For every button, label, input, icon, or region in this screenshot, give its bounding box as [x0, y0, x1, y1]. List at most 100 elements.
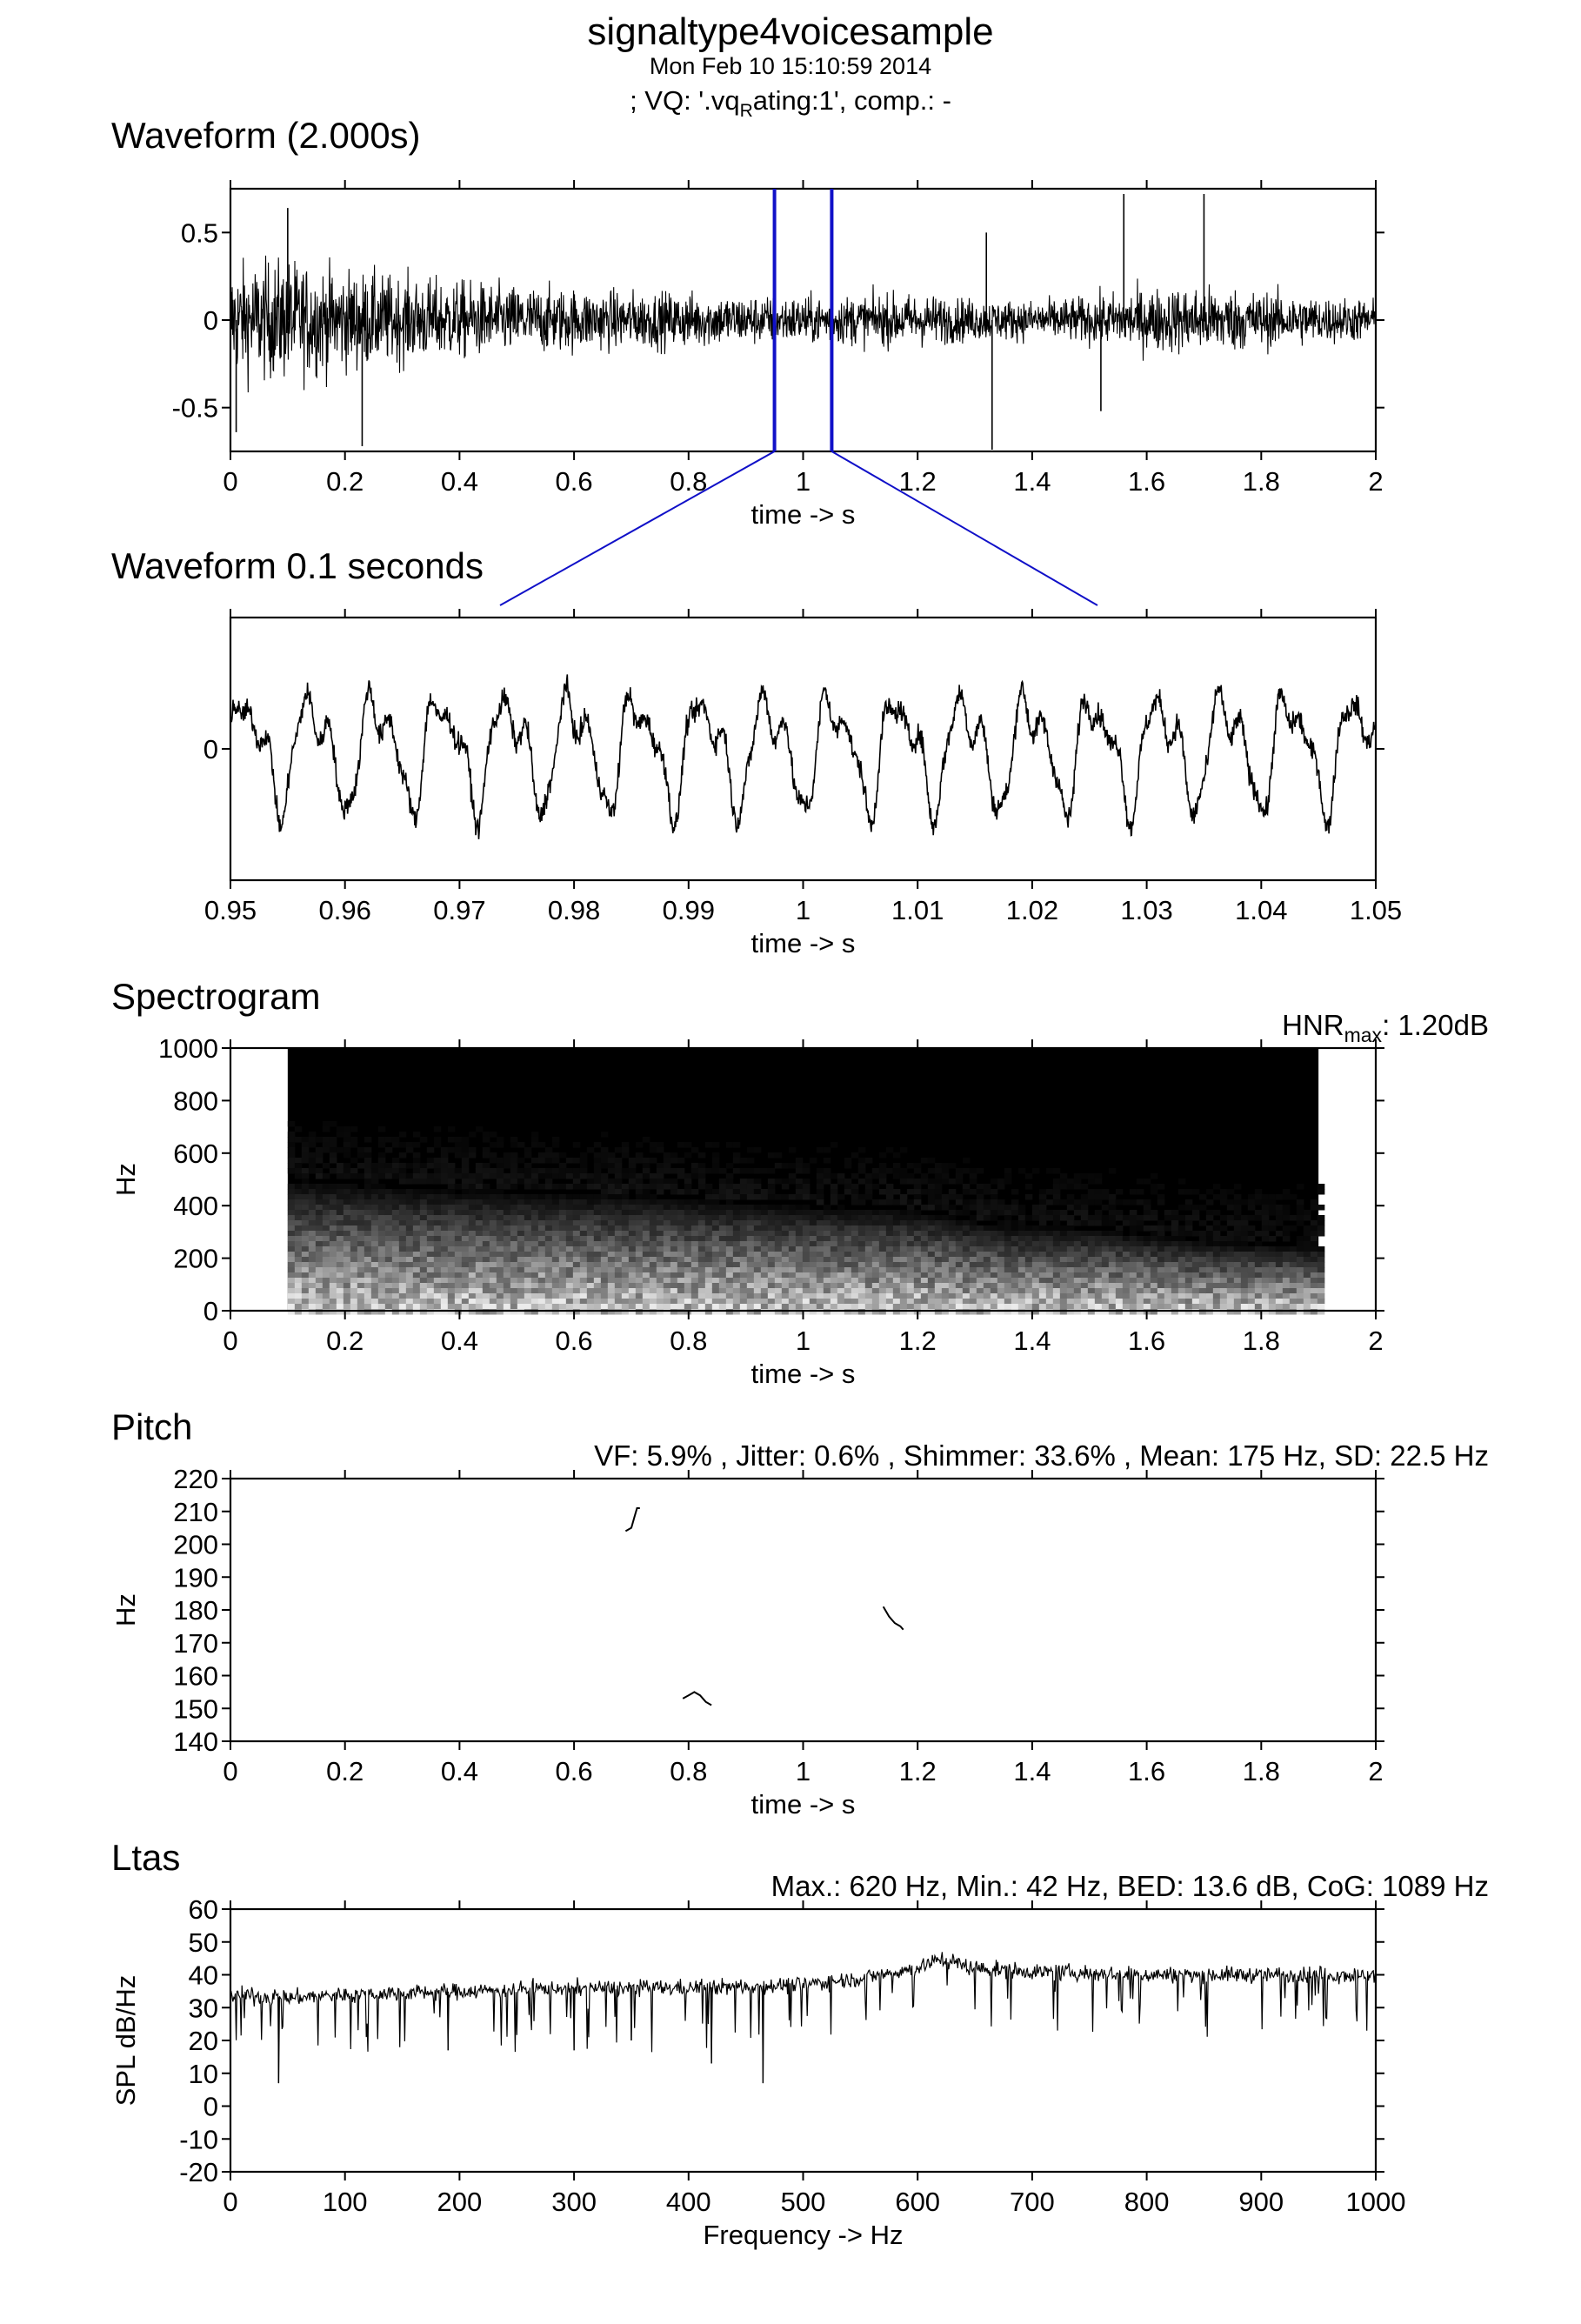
spectrogram-cell: [350, 1194, 358, 1200]
spectrogram-cell: [1108, 1246, 1117, 1252]
spectrogram-cell: [1268, 1283, 1277, 1289]
spectrogram-cell: [287, 1189, 296, 1195]
spectrogram-cell: [1303, 1210, 1311, 1216]
spectrogram-cell: [899, 1246, 908, 1252]
spectrogram-cell: [1157, 1288, 1165, 1294]
spectrogram-cell: [1282, 1272, 1291, 1279]
spectrogram-cell: [426, 1189, 435, 1195]
spectrogram-cell: [433, 1158, 442, 1164]
spectrogram-cell: [468, 1246, 477, 1252]
spectrogram-cell: [524, 1210, 532, 1216]
spectrogram-cell: [614, 1304, 623, 1310]
spectrogram-cell: [899, 1278, 908, 1284]
spectrogram-cell: [586, 1252, 595, 1258]
spectrogram-cell: [524, 1309, 532, 1315]
spectrogram-cell: [315, 1288, 324, 1294]
spectrogram-cell: [565, 1205, 574, 1211]
spectrogram-cell: [857, 1252, 866, 1258]
spectrogram-cell: [899, 1210, 908, 1216]
spectrogram-cell: [927, 1293, 936, 1299]
spectrogram-cell: [454, 1304, 463, 1310]
spectrogram-cell: [364, 1246, 372, 1252]
spectrogram-cell: [447, 1220, 456, 1226]
spectrogram-cell: [920, 1304, 929, 1310]
spectrogram-cell: [489, 1304, 497, 1310]
spectrogram-cell: [1038, 1189, 1047, 1195]
spectrogram-cell: [871, 1199, 880, 1205]
spectrogram-cell: [642, 1163, 650, 1169]
spectrogram-cell: [955, 1262, 964, 1268]
spectrogram-cell: [739, 1215, 748, 1221]
spectrogram-cell: [1052, 1262, 1061, 1268]
spectrogram-cell: [412, 1158, 421, 1164]
spectrogram-cell: [503, 1257, 511, 1263]
spectrogram-cell: [586, 1147, 595, 1153]
spectrogram-cell: [1122, 1199, 1131, 1205]
spectrogram-cell: [670, 1205, 678, 1211]
spectrogram-cell: [1191, 1309, 1200, 1315]
spectrogram-cell: [350, 1126, 358, 1132]
spectrogram-cell: [690, 1272, 699, 1279]
spectrogram-cell: [475, 1309, 484, 1315]
spectrogram-cell: [781, 1246, 790, 1252]
spectrogram-cell: [760, 1194, 769, 1200]
spectrogram-cell: [711, 1220, 720, 1226]
spectrogram-cell: [544, 1199, 553, 1205]
spectrogram-cell: [941, 1194, 950, 1200]
spectrogram-cell: [593, 1210, 602, 1216]
spectrogram-cell: [1317, 1225, 1325, 1232]
spectrogram-cell: [990, 1272, 998, 1279]
spectrogram-cell: [517, 1236, 525, 1242]
spectrogram-cell: [1289, 1246, 1297, 1252]
spectrogram-cell: [1136, 1179, 1144, 1185]
spectrogram-cell: [746, 1215, 755, 1221]
spectrogram-cell: [1254, 1262, 1263, 1268]
spectrogram-cell: [1108, 1288, 1117, 1294]
spectrogram-cell: [1212, 1304, 1221, 1310]
spectrogram-cell: [600, 1246, 609, 1252]
spectrogram-cell: [398, 1272, 407, 1279]
spectrogram-cell: [871, 1173, 880, 1179]
spectrogram-cell: [370, 1199, 379, 1205]
spectrogram-cell: [1184, 1288, 1193, 1294]
spectrogram-cell: [670, 1288, 678, 1294]
spectrogram-cell: [725, 1299, 734, 1305]
spectrogram-cell: [962, 1220, 971, 1226]
spectrogram-cell: [315, 1267, 324, 1273]
spectrogram-cell: [377, 1288, 386, 1294]
spectrogram-cell: [906, 1210, 915, 1216]
spectrogram-cell: [565, 1220, 574, 1226]
spectrogram-cell: [398, 1189, 407, 1195]
zoom-series-line: [230, 674, 1377, 839]
spectrogram-cell: [503, 1246, 511, 1252]
spectrogram-cell: [1171, 1220, 1179, 1226]
spectrogram-cell: [1157, 1262, 1165, 1268]
spectrogram-cell: [510, 1288, 518, 1294]
spectrogram-cell: [377, 1272, 386, 1279]
spectrogram-cell: [475, 1184, 484, 1190]
spectrogram-cell: [1136, 1267, 1144, 1273]
spectrogram-cell: [690, 1293, 699, 1299]
spectrogram-cell: [628, 1272, 637, 1279]
spectrogram-cell: [1184, 1252, 1193, 1258]
spectrogram-cell: [593, 1299, 602, 1305]
spectrogram-cell: [1031, 1236, 1040, 1242]
spectrogram-cell: [419, 1304, 428, 1310]
spectrogram-cell: [656, 1142, 664, 1148]
zoom-connector-lines: [499, 451, 1098, 606]
spectrogram-cell: [391, 1252, 400, 1258]
spectrogram-cell: [774, 1299, 783, 1305]
spectrogram-cell: [1191, 1288, 1200, 1294]
spectrogram-cell: [823, 1299, 831, 1305]
spectrogram-cell: [941, 1252, 950, 1258]
spectrogram-cell: [391, 1210, 400, 1216]
spectrogram-cell: [878, 1152, 887, 1159]
spectrogram-cell: [1115, 1199, 1124, 1205]
spectrogram-cell: [412, 1132, 421, 1138]
spectrogram-cell: [670, 1225, 678, 1232]
pitch-plot: 0 0.2 0.4 0.6 0.8 1 1.2 1.4 1.6 1.8 21401501601701…: [110, 1464, 1384, 1820]
spectrogram-cell: [656, 1252, 664, 1258]
spectrogram-cell: [579, 1309, 588, 1315]
spectrogram-cell: [287, 1137, 296, 1143]
spectrogram-cell: [343, 1199, 351, 1205]
